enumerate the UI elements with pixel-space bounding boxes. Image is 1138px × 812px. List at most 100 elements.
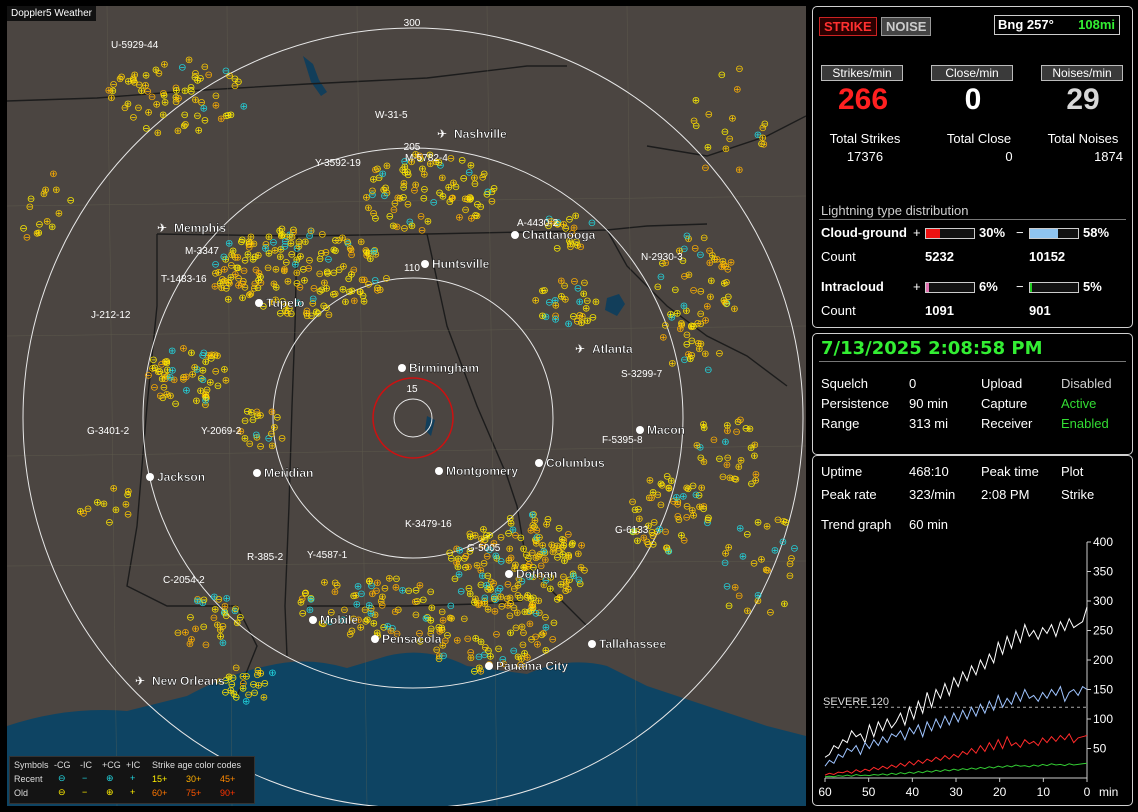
strike-marker: ⊖	[200, 595, 208, 606]
strike-marker: ⊖	[117, 72, 125, 83]
strike-marker: ⊖	[689, 322, 697, 333]
strike-marker: ⊖	[701, 163, 709, 174]
strike-marker: ⊕	[471, 530, 479, 541]
strike-marker: ⊕	[686, 354, 694, 365]
city-dot	[435, 467, 443, 475]
strike-marker: ⊖	[458, 155, 466, 166]
strike-marker: ⊕	[116, 74, 124, 85]
strike-marker: ⊕	[472, 633, 480, 644]
strike-marker: ⊕	[696, 442, 704, 453]
strike-marker: ⊖	[179, 375, 187, 386]
strike-marker: ⊖	[447, 553, 455, 564]
strike-marker: ⊖	[346, 630, 354, 641]
strike-marker: ⊖	[488, 197, 496, 208]
receiver-label: Receiver	[981, 416, 1033, 431]
range-ring-label: 15	[406, 384, 418, 395]
strike-marker: ⊕	[385, 574, 393, 585]
strike-marker: ⊕	[635, 514, 643, 525]
strike-marker: ⊖	[556, 593, 564, 604]
strike-marker: ⊖	[289, 225, 297, 236]
plot-value[interactable]: Strike	[1061, 487, 1095, 502]
strike-marker: ⊕	[710, 255, 718, 266]
strike-marker: ⊖	[323, 267, 331, 278]
strike-marker: ⊖	[378, 600, 386, 611]
strike-marker: ⊕	[752, 476, 760, 487]
strike-marker: ⊕	[762, 565, 770, 576]
strike-marker: ⊖	[506, 611, 514, 622]
strike-marker: ⊖	[649, 540, 657, 551]
strike-marker: ⊕	[227, 686, 235, 697]
strike-marker: ⊕	[241, 434, 249, 445]
strike-marker: ⊖	[720, 260, 728, 271]
strike-marker: ⊕	[287, 239, 295, 250]
strike-marker: ⊖	[580, 566, 588, 577]
range-value: 313 mi	[909, 416, 949, 431]
strike-marker: ⊖	[446, 548, 454, 559]
strike-marker: ⊕	[105, 85, 113, 96]
strike-marker: ⊕	[401, 162, 409, 173]
strike-marker: ⊕	[234, 263, 242, 274]
strike-marker: ⊕	[379, 169, 387, 180]
strike-marker: ⊖	[735, 64, 743, 75]
strike-marker: ⊕	[478, 571, 486, 582]
strike-marker: ⊕	[363, 615, 371, 626]
strike-marker: ⊖	[239, 672, 247, 683]
strike-marker: ⊕	[484, 605, 492, 616]
strike-marker: ⊖	[245, 240, 253, 251]
strike-marker: ⊖	[531, 535, 539, 546]
strike-marker: ⊕	[166, 391, 174, 402]
strike-marker: ⊕	[212, 100, 220, 111]
noise-button[interactable]: NOISE	[881, 17, 932, 36]
strike-marker: ⊕	[233, 618, 241, 629]
strike-marker: ⊖	[565, 215, 573, 226]
strike-marker: ⊕	[412, 149, 420, 160]
strike-marker: ⊕	[477, 637, 485, 648]
strike-marker: ⊖	[301, 588, 309, 599]
strike-marker: ⊕	[532, 539, 540, 550]
strike-marker: ⊖	[575, 575, 583, 586]
strike-marker: ⊕	[679, 491, 687, 502]
strike-marker: ⊖	[105, 518, 113, 529]
strike-marker: ⊕	[107, 93, 115, 104]
strike-button[interactable]: STRIKE	[819, 17, 877, 36]
strike-marker: ⊕	[528, 600, 536, 611]
recent-cg-pos-icon: ⊕	[106, 773, 114, 783]
strike-marker: ⊕	[685, 270, 693, 281]
strike-marker: ⊖	[371, 275, 379, 286]
strike-marker: ⊖	[477, 580, 485, 591]
strike-marker: ⊕	[699, 419, 707, 430]
strike-marker: ⊕	[352, 590, 360, 601]
strike-marker: ⊖	[663, 471, 671, 482]
strike-marker: ⊕	[538, 311, 546, 322]
strike-marker: ⊕	[199, 598, 207, 609]
strike-marker: ⊕	[665, 546, 673, 557]
legend-ic-pos: +IC	[126, 760, 141, 770]
strike-marker: ⊕	[674, 497, 682, 508]
strike-marker: ⊕	[706, 258, 714, 269]
strike-marker: ⊖	[669, 497, 677, 508]
strike-marker: ⊖	[129, 75, 137, 86]
strike-marker: ⊖	[423, 613, 431, 624]
storm-label: G-6133	[615, 525, 649, 536]
city-label: Panama City	[496, 659, 568, 673]
strike-marker: ⊕	[412, 180, 420, 191]
noises-per-min: 29	[1066, 83, 1100, 116]
map-canvas[interactable]: ⊕⊕⊖⊕⊖ ⊖⊕⊕⊕⊖⊕⊖⊖⊕⊖⊖⊕⊖⊕⊖⊖⊕⊖⊕⊖⊕ ⊖⊖⊕⊖⊖⊖⊖ ⊕⊖⊖⊕⊖⊖⊖…	[7, 6, 806, 806]
strike-marker: ⊖	[549, 635, 557, 646]
strike-marker: ⊖	[413, 597, 421, 608]
strike-marker: ⊕	[497, 592, 505, 603]
age-60: 60+	[152, 788, 168, 798]
strike-marker: ⊖	[766, 607, 774, 618]
strike-marker: ⊕	[477, 667, 485, 678]
strike-marker: ⊕	[400, 179, 408, 190]
lightning-map[interactable]: ⊕ ⊕ ⊖ ⊕ ⊖ ⊖ ⊕ ⊕ ⊕ ⊖ ⊕ ⊖ ⊖ ⊕ ⊖ ⊖ ⊕ ⊖ ⊕ ⊖ ⊖ ⊕ ⊖ ⊕ ⊖ ⊕ ⊖ ⊖ ⊕ ⊖ ⊖ ⊖ ⊖ ⊕ ⊖ ⊖ ⊕ ⊖ ⊖ ⊖…	[7, 6, 806, 806]
strike-marker: ⊖	[512, 623, 520, 634]
city-dot	[588, 640, 596, 648]
strike-marker: ⊕	[416, 154, 424, 165]
strike-marker: ⊕	[682, 306, 690, 317]
strike-marker: ⊖	[558, 542, 566, 553]
strike-marker: ⊖	[399, 165, 407, 176]
strike-marker: ⊕	[272, 283, 280, 294]
strike-marker: ⊖	[418, 226, 426, 237]
strike-marker: ⊖	[187, 86, 195, 97]
